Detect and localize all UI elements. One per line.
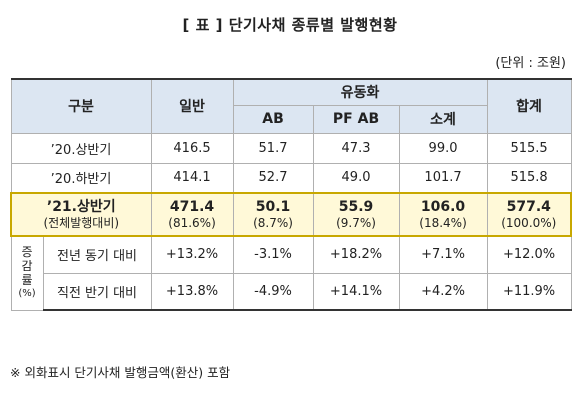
value: 471.4 (169, 198, 215, 215)
cell-total: 515.5 (486, 132, 572, 164)
vertical-char: 증 (21, 245, 33, 260)
cell-total: +12.0% (486, 235, 572, 274)
vertical-char: 감 (21, 259, 33, 274)
cell-subtotal: 99.0 (398, 132, 488, 164)
value: 106.0 (420, 198, 466, 215)
cell-pfab: 49.0 (312, 162, 400, 194)
cell-pfab: +14.1% (312, 272, 400, 311)
table-title: [ 표 ] 단기사채 종류별 발행현황 (182, 16, 398, 34)
cell-general: 414.1 (150, 162, 234, 194)
highlight-row: ’21.상반기 (전체발행대비) 471.4 (81.6%) 50.1 (8.7… (9, 192, 573, 237)
header-general: 일반 (150, 78, 234, 134)
cell-pfab: 47.3 (312, 132, 400, 164)
share: (8.7%) (253, 215, 293, 230)
issuance-table: 구분 일반 유동화 합계 AB PF AB 소계 ’20.상반기 416.5 5… (9, 78, 573, 311)
share: (9.7%) (336, 215, 376, 230)
header-ab: AB (232, 104, 314, 134)
header-liquidity: 유동화 (232, 78, 488, 106)
highlight-label-cell: ’21.상반기 (전체발행대비) (9, 192, 152, 237)
cell-ab: -3.1% (232, 235, 314, 274)
cell-subtotal: +7.1% (398, 235, 488, 274)
row-label: 직전 반기 대비 (42, 272, 152, 311)
vertical-char: 률 (21, 273, 33, 288)
table-row: 직전 반기 대비 +13.8% -4.9% +14.1% +4.2% +11.9… (11, 272, 572, 311)
cell-total: +11.9% (486, 272, 572, 311)
cell-subtotal: 101.7 (398, 162, 488, 194)
highlight-sublabel: (전체발행대비) (43, 215, 120, 230)
cell-general: +13.8% (150, 272, 234, 311)
unit-label: (단위 : 조원) (495, 56, 566, 71)
highlight-ab: 50.1 (8.7%) (232, 192, 314, 237)
share: (18.4%) (419, 215, 467, 230)
row-label: ’20.하반기 (10, 162, 152, 194)
cell-ab: 51.7 (232, 132, 314, 164)
cell-ab: -4.9% (232, 272, 314, 311)
footnote: ※ 외화표시 단기사채 발행금액(환산) 포함 (10, 365, 231, 380)
highlight-pfab: 55.9 (9.7%) (312, 192, 400, 237)
header-total: 합계 (486, 78, 572, 134)
value: 577.4 (506, 198, 551, 215)
value: 50.1 (255, 198, 291, 215)
cell-general: 416.5 (150, 132, 234, 164)
highlight-total: 577.4 (100.0%) (486, 192, 573, 237)
table-row: ’20.상반기 416.5 51.7 47.3 99.0 515.5 (10, 132, 572, 164)
header-pfab: PF AB (312, 104, 400, 134)
share: (100.0%) (501, 215, 557, 230)
change-rate-label: 증 감 률 (%) (10, 235, 44, 311)
cell-pfab: +18.2% (312, 235, 400, 274)
row-label: 전년 동기 대비 (42, 235, 152, 274)
cell-general: +13.2% (150, 235, 234, 274)
row-label: ’20.상반기 (10, 132, 152, 164)
table-row: ’20.하반기 414.1 52.7 49.0 101.7 515.8 (10, 162, 572, 194)
cell-total: 515.8 (486, 162, 572, 194)
header-gubun: 구분 (10, 78, 152, 134)
vertical-char: (%) (18, 288, 36, 300)
highlight-label: ’21.상반기 (46, 198, 116, 215)
highlight-general: 471.4 (81.6%) (150, 192, 234, 237)
cell-subtotal: +4.2% (398, 272, 488, 311)
cell-ab: 52.7 (232, 162, 314, 194)
share: (81.6%) (168, 215, 216, 230)
highlight-subtotal: 106.0 (18.4%) (398, 192, 488, 237)
header-subtotal: 소계 (398, 104, 488, 134)
value: 55.9 (338, 198, 374, 215)
table-row: 증 감 률 (%) 전년 동기 대비 +13.2% -3.1% +18.2% +… (10, 235, 572, 311)
